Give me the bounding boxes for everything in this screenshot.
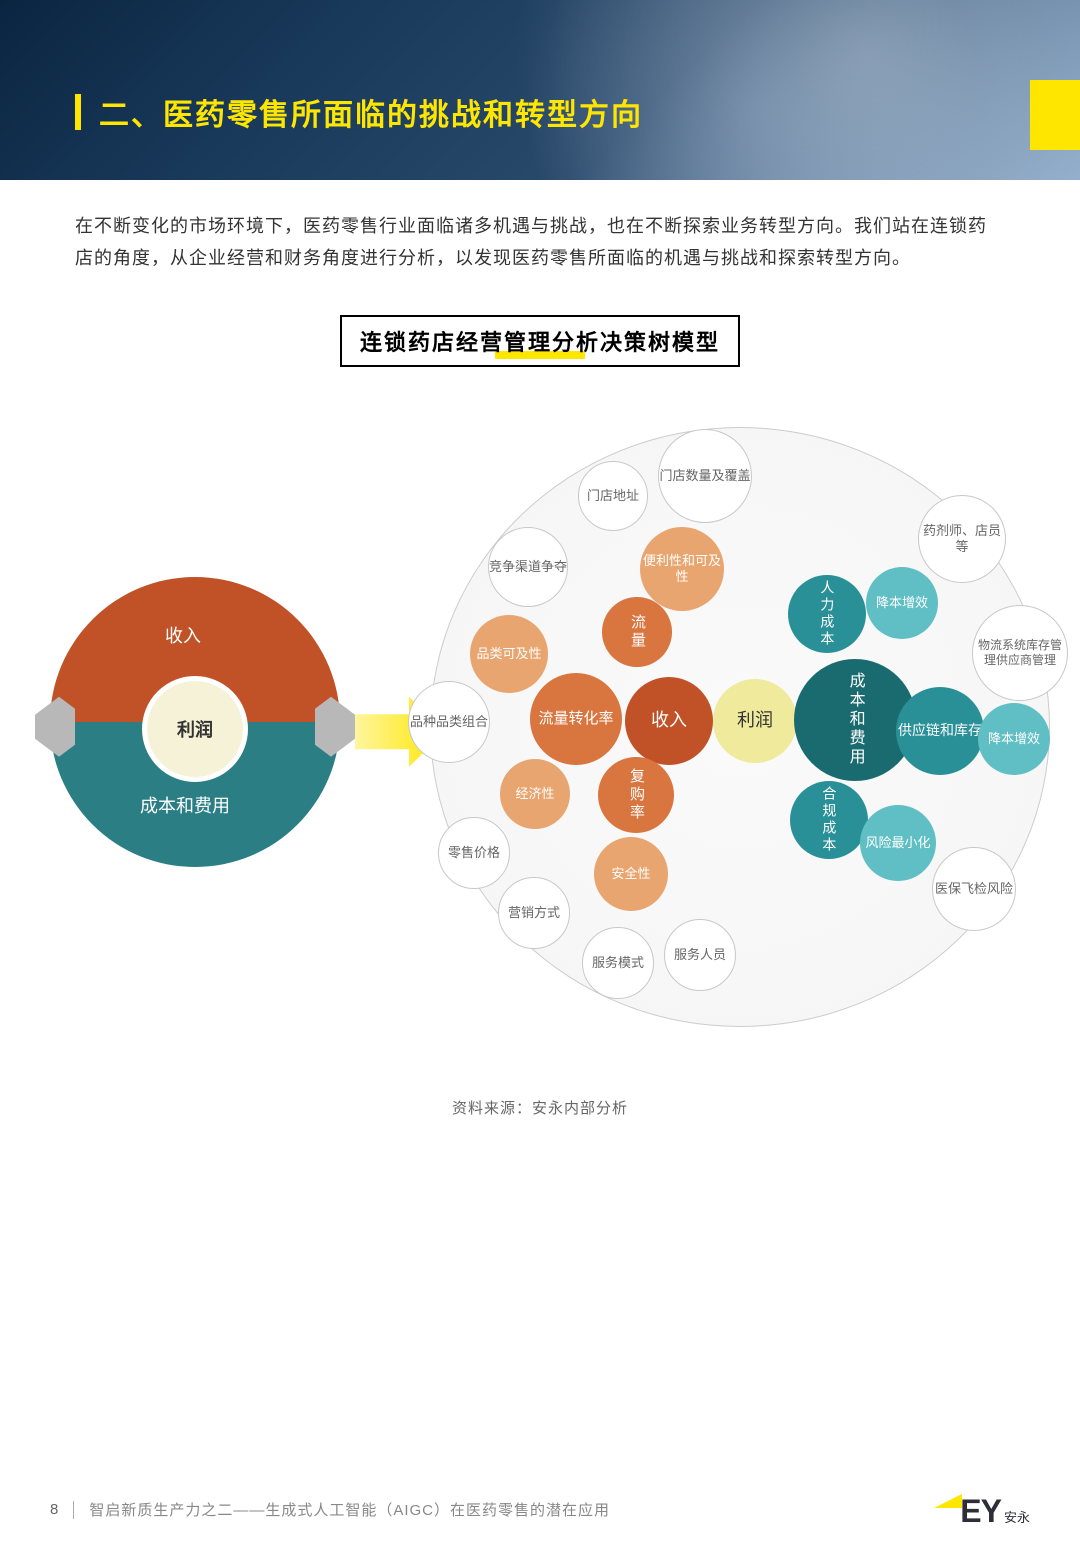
node-wuliu: 物流系统库存管理供应商管理 bbox=[972, 605, 1068, 701]
node-pinzhong: 品种品类组合 bbox=[408, 681, 490, 763]
left-ring-bottom-label: 成本和费用 bbox=[140, 792, 230, 818]
node-menshu: 门店数量及覆盖 bbox=[658, 429, 752, 523]
ey-logo: EY 安永 bbox=[934, 1493, 1030, 1530]
node-zhuanhua: 流量转化率 bbox=[530, 673, 622, 765]
source-text: 资料来源：安永内部分析 bbox=[0, 1097, 1080, 1118]
subtitle-box: 连锁药店经营管理分析决策树模型 bbox=[340, 315, 740, 367]
title-container: 二、医药零售所面临的挑战和转型方向 bbox=[75, 90, 643, 134]
node-renli: 人力成本 bbox=[788, 575, 866, 653]
gray-arrow-right-icon bbox=[315, 697, 355, 757]
node-yingxiao: 营销方式 bbox=[498, 877, 570, 949]
diagram-area: 收入 成本和费用 利润 收入利润成本和费用流量流量转化率复购率人力成本供应链和库… bbox=[0, 397, 1080, 1077]
page-number: 8 bbox=[50, 1501, 58, 1518]
title-accent-bar bbox=[75, 94, 81, 130]
footer-divider bbox=[73, 1501, 74, 1519]
node-fuwu_moshi: 服务模式 bbox=[582, 927, 654, 999]
ey-logo-text: EY bbox=[960, 1493, 1001, 1530]
left-ring-top-label: 收入 bbox=[165, 622, 201, 648]
section-title: 二、医药零售所面临的挑战和转型方向 bbox=[99, 90, 643, 134]
node-yibao: 医保飞检风险 bbox=[932, 847, 1016, 931]
left-center-circle: 利润 bbox=[142, 676, 248, 782]
node-anquan: 安全性 bbox=[594, 837, 668, 911]
yellow-tab bbox=[1030, 80, 1080, 150]
footer-text: 智启新质生产力之二——生成式人工智能（AIGC）在医药零售的潜在应用 bbox=[89, 1499, 610, 1520]
node-jiangben1: 降本增效 bbox=[866, 567, 938, 639]
node-jiangben2: 降本增效 bbox=[978, 703, 1050, 775]
ey-triangle-icon bbox=[934, 1494, 962, 1508]
node-gongying: 供应链和库存 bbox=[896, 687, 984, 775]
node-jingji: 经济性 bbox=[500, 759, 570, 829]
node-liuliang: 流量 bbox=[602, 597, 672, 667]
node-fugou: 复购率 bbox=[598, 757, 674, 833]
node-fuwu_ren: 服务人员 bbox=[664, 919, 736, 991]
node-lirun: 利润 bbox=[713, 679, 797, 763]
node-hegui: 合规成本 bbox=[790, 781, 868, 859]
node-mendian: 门店地址 bbox=[578, 461, 648, 531]
footer: 8 智启新质生产力之二——生成式人工智能（AIGC）在医药零售的潜在应用 bbox=[0, 1499, 1080, 1520]
gray-arrow-left-icon bbox=[35, 697, 75, 757]
header-band: 二、医药零售所面临的挑战和转型方向 bbox=[0, 0, 1080, 180]
node-pinlei: 品类可及性 bbox=[470, 615, 548, 693]
node-fengxian: 风险最小化 bbox=[860, 805, 936, 881]
node-yaoji: 药剂师、店员等 bbox=[918, 495, 1006, 583]
ey-logo-sub: 安永 bbox=[1004, 1507, 1030, 1526]
node-bianli: 便利性和可及性 bbox=[640, 527, 724, 611]
node-shouru: 收入 bbox=[625, 677, 713, 765]
node-jingzheng: 竞争渠道争夺 bbox=[488, 527, 568, 607]
intro-paragraph: 在不断变化的市场环境下，医药零售行业面临诸多机遇与挑战，也在不断探索业务转型方向… bbox=[0, 180, 1080, 295]
node-lingshou: 零售价格 bbox=[438, 817, 510, 889]
